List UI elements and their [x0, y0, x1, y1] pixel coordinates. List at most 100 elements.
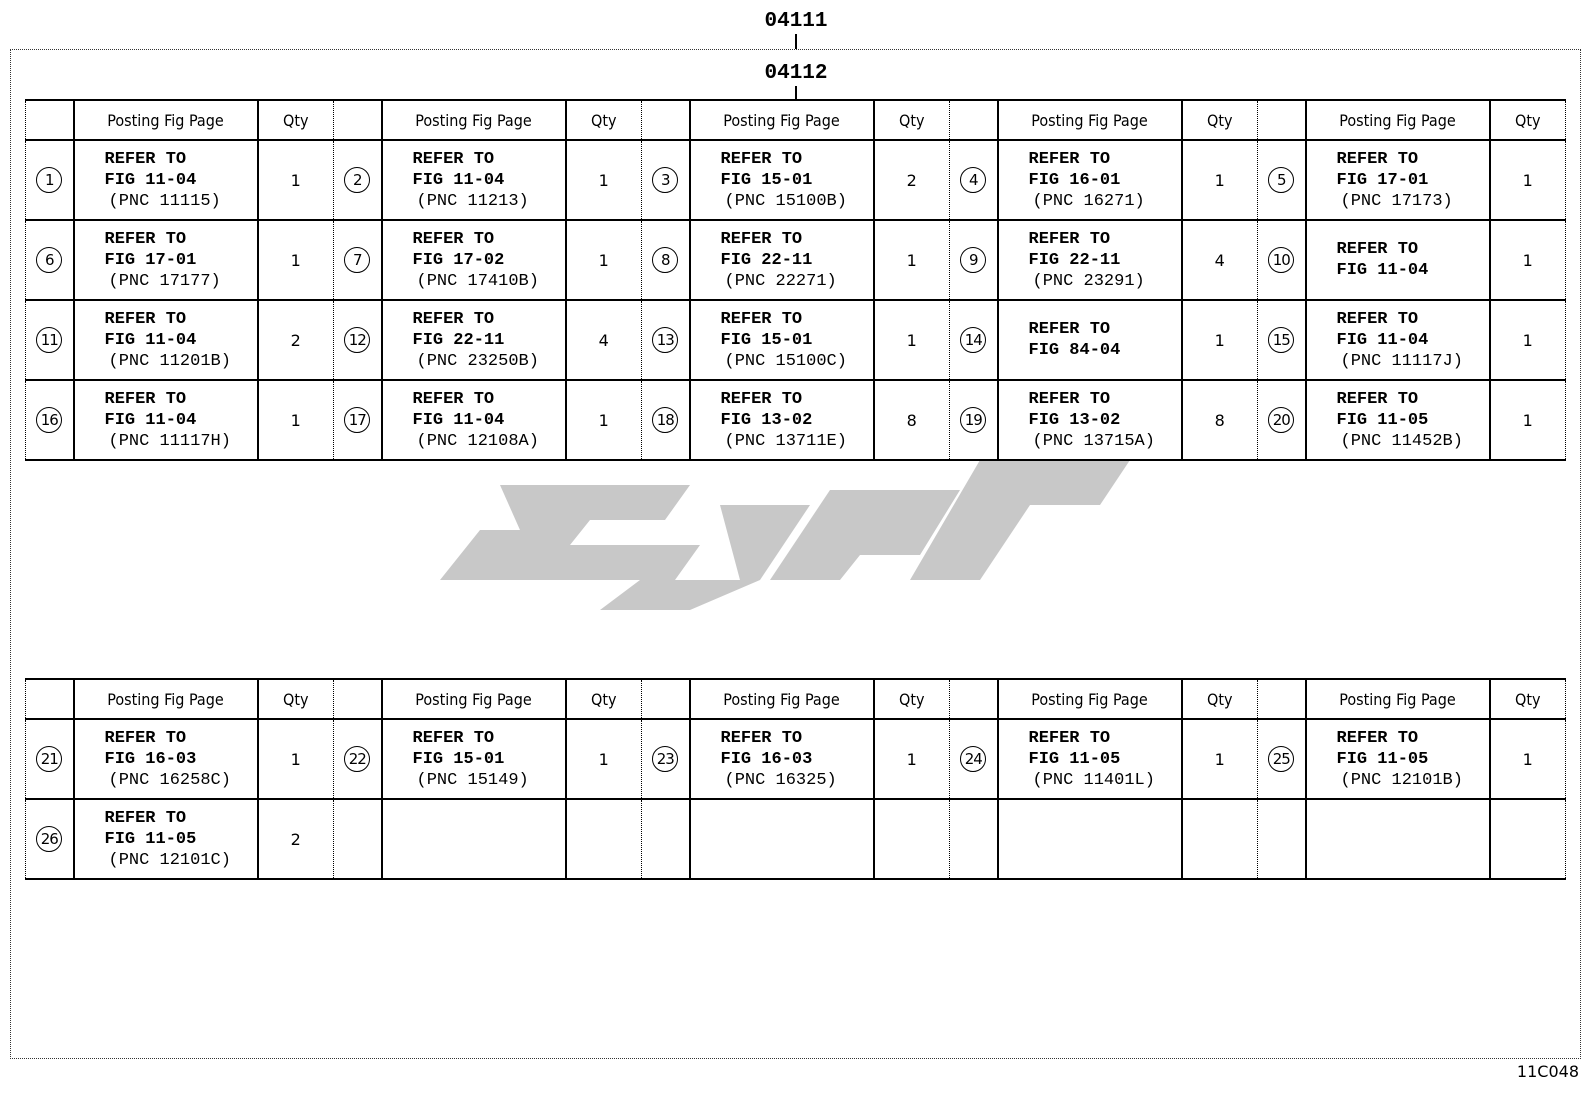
fig-ref-link[interactable]: FIG 11-04 — [412, 170, 505, 190]
posting-ref-cell[interactable]: REFER TO FIG 11-04 (PNC 11115) — [72, 139, 259, 221]
pnc-text: (PNC 16325) — [724, 770, 837, 790]
fig-ref-link[interactable]: FIG 11-05 — [1336, 410, 1429, 430]
item-number-cell: 11 — [25, 299, 74, 381]
item-number-cell: 6 — [25, 219, 74, 301]
refer-to-text: REFER TO — [104, 389, 187, 409]
fig-ref-link[interactable]: FIG 13-02 — [1028, 410, 1121, 430]
fig-ref-link[interactable]: FIG 15-01 — [720, 330, 813, 350]
fig-ref-link[interactable]: FIG 11-04 — [1336, 261, 1429, 280]
pnc-text: (PNC 12101C) — [108, 850, 231, 870]
item-number-cell: 25 — [1257, 718, 1306, 800]
posting-ref-cell[interactable]: REFER TO FIG 16-03 (PNC 16258C) — [72, 718, 259, 800]
assembly-label-04111: 04111 — [764, 10, 828, 33]
pnc-text: (PNC 11452B) — [1340, 431, 1463, 451]
pnc-text: (PNC 11115) — [108, 191, 221, 211]
posting-ref-cell[interactable]: REFER TO FIG 17-02 (PNC 17410B) — [380, 219, 567, 301]
posting-ref-cell[interactable]: REFER TO FIG 17-01 (PNC 17173) — [1304, 139, 1491, 221]
posting-ref-cell[interactable]: REFER TO FIG 11-04 — [1304, 219, 1491, 301]
qty-header: Qty — [565, 678, 642, 720]
posting-ref-cell[interactable]: REFER TO FIG 13-02 (PNC 13711E) — [688, 379, 875, 461]
empty-cell — [1489, 798, 1566, 880]
posting-ref-cell[interactable]: REFER TO FIG 22-11 (PNC 23250B) — [380, 299, 567, 381]
index-header — [25, 678, 74, 720]
item-number-badge: 26 — [36, 826, 63, 852]
fig-ref-link[interactable]: FIG 22-11 — [412, 330, 505, 350]
fig-ref-link[interactable]: FIG 22-11 — [1028, 250, 1121, 270]
posting-ref-cell[interactable]: REFER TO FIG 11-05 (PNC 12101B) — [1304, 718, 1491, 800]
posting-ref-cell[interactable]: REFER TO FIG 11-04 (PNC 12108A) — [380, 379, 567, 461]
posting-ref-cell[interactable]: REFER TO FIG 11-05 (PNC 12101C) — [72, 798, 259, 880]
posting-ref-cell[interactable]: REFER TO FIG 13-02 (PNC 13715A) — [996, 379, 1183, 461]
posting-ref-cell[interactable]: REFER TO FIG 11-04 (PNC 11213) — [380, 139, 567, 221]
index-header — [25, 99, 74, 141]
fig-ref-link[interactable]: FIG 13-02 — [720, 410, 813, 430]
fig-ref-link[interactable]: FIG 16-01 — [1028, 170, 1121, 190]
item-number-badge: 13 — [652, 327, 679, 353]
item-number-cell: 2 — [333, 139, 382, 221]
pnc-text: (PNC 22271) — [724, 271, 837, 291]
fig-ref-link[interactable]: FIG 16-03 — [720, 749, 813, 769]
fig-ref-link[interactable]: FIG 11-04 — [1336, 330, 1429, 350]
posting-ref-cell[interactable]: REFER TO FIG 17-01 (PNC 17177) — [72, 219, 259, 301]
posting-ref-cell[interactable]: REFER TO FIG 84-04 — [996, 299, 1183, 381]
posting-header: Posting Fig Page — [996, 99, 1183, 141]
pnc-text: (PNC 17173) — [1340, 191, 1453, 211]
item-number-badge: 8 — [652, 247, 679, 273]
qty-cell: 1 — [1489, 718, 1566, 800]
qty-cell: 1 — [1489, 219, 1566, 301]
refer-to-text: REFER TO — [412, 149, 495, 169]
fig-ref-link[interactable]: FIG 11-04 — [104, 330, 197, 350]
fig-ref-link[interactable]: FIG 16-03 — [104, 749, 197, 769]
empty-cell — [565, 798, 642, 880]
fig-ref-link[interactable]: FIG 22-11 — [720, 250, 813, 270]
posting-ref-cell[interactable]: REFER TO FIG 15-01 (PNC 15149) — [380, 718, 567, 800]
fig-ref-link[interactable]: FIG 11-04 — [104, 170, 197, 190]
posting-header: Posting Fig Page — [72, 678, 259, 720]
posting-ref-cell[interactable]: REFER TO FIG 22-11 (PNC 22271) — [688, 219, 875, 301]
fig-ref-link[interactable]: FIG 17-01 — [1336, 170, 1429, 190]
item-number-cell: 1 — [25, 139, 74, 221]
fig-ref-link[interactable]: FIG 15-01 — [412, 749, 505, 769]
posting-ref-cell[interactable]: REFER TO FIG 11-05 (PNC 11452B) — [1304, 379, 1491, 461]
posting-ref-cell[interactable]: REFER TO FIG 11-05 (PNC 11401L) — [996, 718, 1183, 800]
posting-ref-cell[interactable]: REFER TO FIG 11-04 (PNC 11117H) — [72, 379, 259, 461]
pnc-text: (PNC 15149) — [416, 770, 529, 790]
pnc-text: (PNC 15100B) — [724, 191, 847, 211]
empty-cell — [873, 798, 950, 880]
posting-ref-cell[interactable]: REFER TO FIG 11-04 (PNC 11201B) — [72, 299, 259, 381]
refer-to-text: REFER TO — [1336, 389, 1419, 409]
posting-ref-cell[interactable]: REFER TO FIG 15-01 (PNC 15100B) — [688, 139, 875, 221]
pnc-text: (PNC 12101B) — [1340, 770, 1463, 790]
posting-ref-cell[interactable]: REFER TO FIG 16-03 (PNC 16325) — [688, 718, 875, 800]
parts-table-1: Posting Fig Page Qty Posting Fig Page Qty Po… — [25, 99, 1566, 461]
posting-ref-cell[interactable]: REFER TO FIG 16-01 (PNC 16271) — [996, 139, 1183, 221]
refer-to-text: REFER TO — [1336, 240, 1419, 259]
item-number-cell: 4 — [949, 139, 998, 221]
posting-header: Posting Fig Page — [72, 99, 259, 141]
fig-ref-link[interactable]: FIG 17-01 — [104, 250, 197, 270]
table-row: 21 REFER TO FIG 16-03 (PNC 16258C) 1 22 REFER … — [25, 718, 1566, 800]
fig-ref-link[interactable]: FIG 17-02 — [412, 250, 505, 270]
item-number-badge: 2 — [344, 167, 371, 193]
pnc-text: (PNC 13711E) — [724, 431, 847, 451]
qty-header: Qty — [257, 678, 334, 720]
item-number-badge: 15 — [1268, 327, 1295, 353]
fig-ref-link[interactable]: FIG 11-05 — [1336, 749, 1429, 769]
item-number-badge: 10 — [1268, 247, 1295, 273]
fig-ref-link[interactable]: FIG 15-01 — [720, 170, 813, 190]
posting-ref-cell[interactable]: REFER TO FIG 11-04 (PNC 11117J) — [1304, 299, 1491, 381]
fig-ref-link[interactable]: FIG 84-04 — [1028, 341, 1121, 360]
fig-ref-link[interactable]: FIG 11-04 — [412, 410, 505, 430]
header-row: Posting Fig Page Qty Posting Fig Page Qty Po… — [25, 99, 1566, 141]
qty-cell: 1 — [1489, 139, 1566, 221]
fig-ref-link[interactable]: FIG 11-05 — [1028, 749, 1121, 769]
fig-ref-link[interactable]: FIG 11-05 — [104, 829, 197, 849]
qty-cell: 2 — [873, 139, 950, 221]
pnc-text: (PNC 11401L) — [1032, 770, 1155, 790]
fig-ref-link[interactable]: FIG 11-04 — [104, 410, 197, 430]
posting-ref-cell[interactable]: REFER TO FIG 22-11 (PNC 23291) — [996, 219, 1183, 301]
posting-ref-cell[interactable]: REFER TO FIG 15-01 (PNC 15100C) — [688, 299, 875, 381]
qty-cell: 8 — [873, 379, 950, 461]
table-row: 11 REFER TO FIG 11-04 (PNC 11201B) 2 12 REFER … — [25, 299, 1566, 381]
item-number-badge: 19 — [960, 407, 987, 433]
